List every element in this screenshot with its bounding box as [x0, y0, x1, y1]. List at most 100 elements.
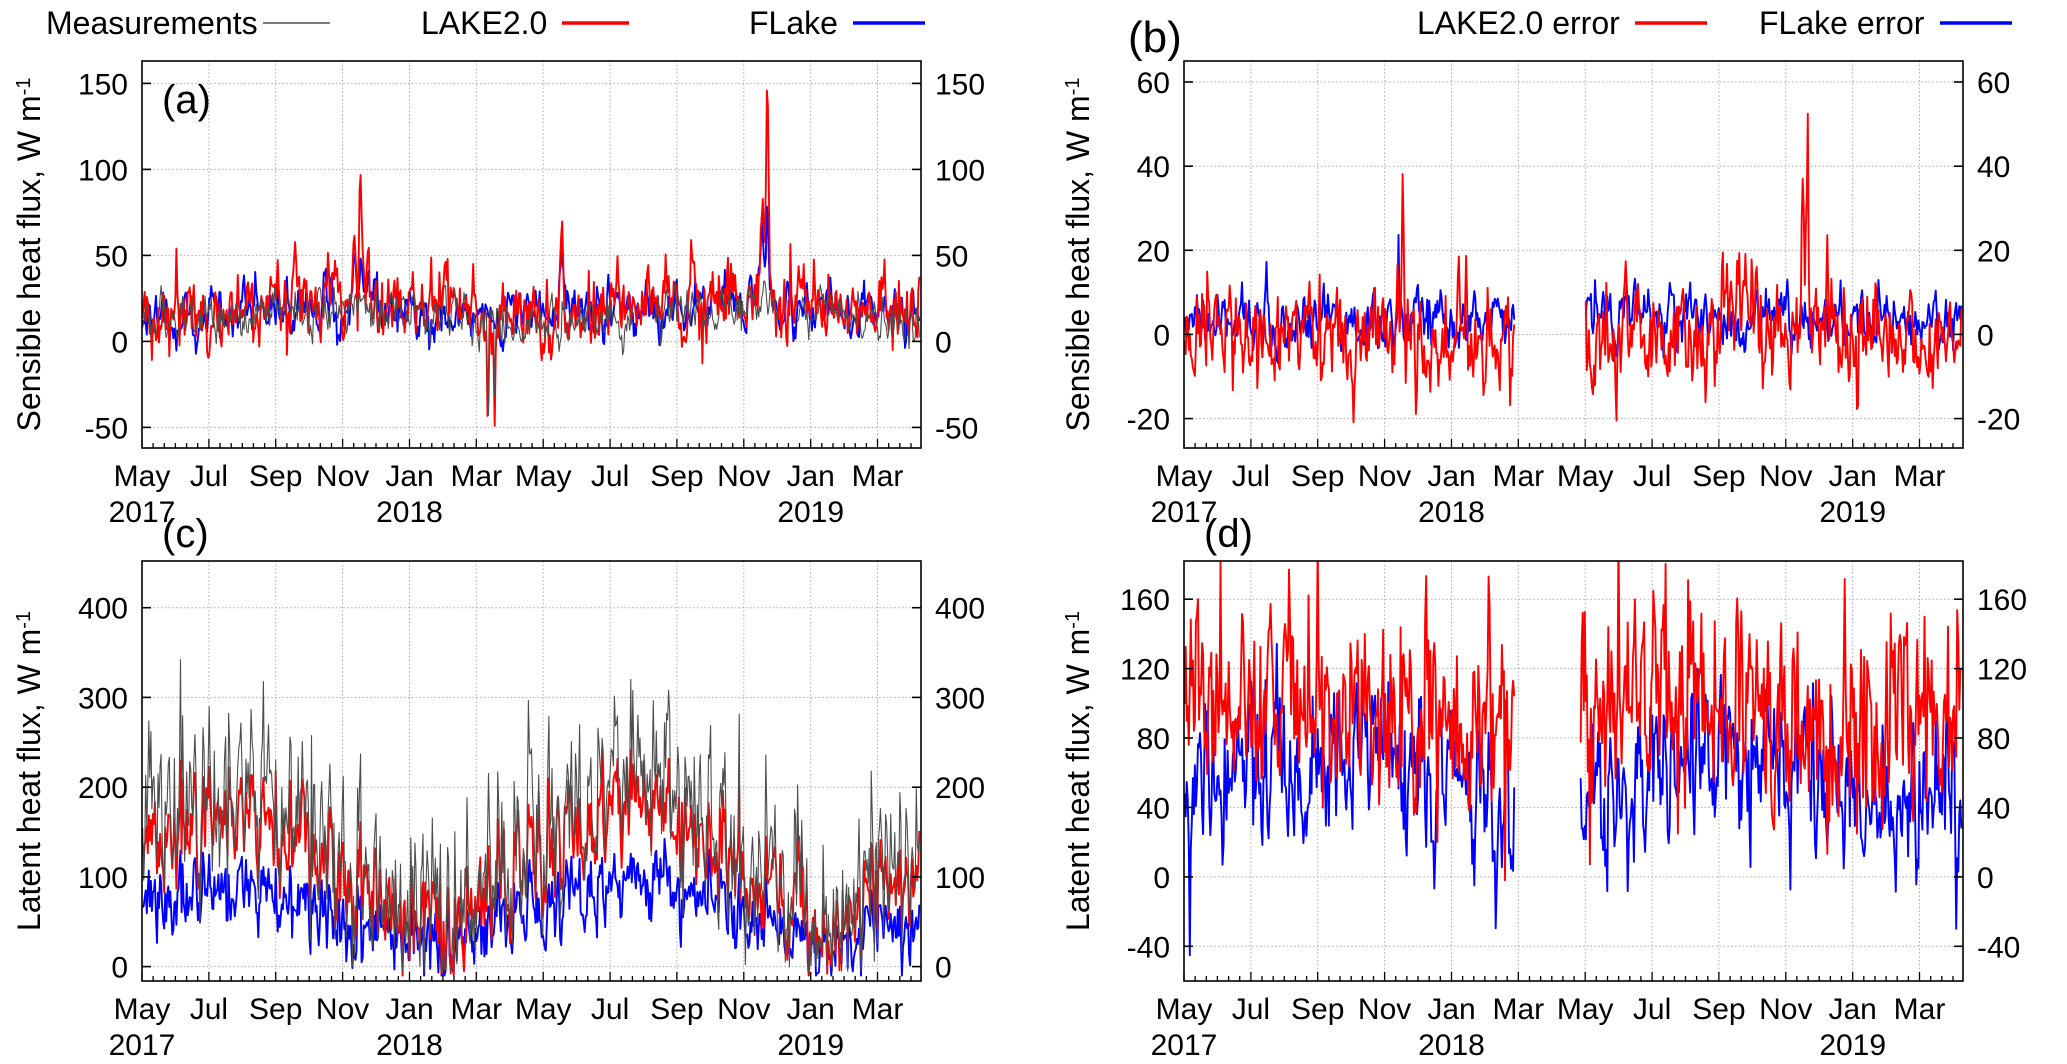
svg-text:-50: -50 — [935, 412, 978, 445]
svg-text:-20: -20 — [1977, 404, 2020, 437]
svg-text:Nov: Nov — [1358, 460, 1411, 493]
svg-text:2018: 2018 — [376, 1029, 443, 1062]
svg-text:40: 40 — [1977, 792, 2010, 825]
svg-text:80: 80 — [1137, 723, 1170, 756]
svg-text:20: 20 — [1977, 235, 2010, 268]
svg-text:0: 0 — [935, 952, 952, 985]
svg-text:Mar: Mar — [852, 993, 904, 1026]
svg-text:400: 400 — [78, 593, 128, 626]
svg-text:2018: 2018 — [1418, 1029, 1485, 1062]
svg-text:May: May — [1156, 460, 1213, 493]
svg-text:2019: 2019 — [777, 1029, 844, 1062]
svg-text:(d): (d) — [1204, 512, 1253, 556]
svg-text:Sep: Sep — [1291, 460, 1344, 493]
svg-text:Jul: Jul — [1232, 993, 1270, 1026]
svg-text:Jan: Jan — [1427, 993, 1475, 1026]
svg-text:Jul: Jul — [190, 993, 228, 1026]
svg-text:Jul: Jul — [1232, 460, 1270, 493]
svg-text:Jan: Jan — [1829, 460, 1877, 493]
svg-text:FLake: FLake — [749, 5, 838, 41]
svg-text:40: 40 — [1137, 792, 1170, 825]
svg-text:2017: 2017 — [109, 1029, 176, 1062]
svg-text:Sep: Sep — [1692, 460, 1745, 493]
svg-text:Jan: Jan — [385, 460, 433, 493]
svg-text:Sep: Sep — [650, 993, 703, 1026]
svg-text:200: 200 — [935, 772, 985, 805]
svg-text:-40: -40 — [1977, 931, 2020, 964]
svg-text:Nov: Nov — [717, 993, 770, 1026]
svg-text:Nov: Nov — [316, 460, 369, 493]
svg-text:-40: -40 — [1127, 931, 1170, 964]
svg-text:60: 60 — [1977, 67, 2010, 100]
svg-text:160: 160 — [1120, 584, 1170, 617]
svg-text:0: 0 — [111, 952, 128, 985]
svg-text:-50: -50 — [85, 412, 128, 445]
svg-text:Jul: Jul — [1633, 460, 1671, 493]
svg-text:300: 300 — [78, 682, 128, 715]
svg-text:LAKE2.0 error: LAKE2.0 error — [1417, 5, 1620, 41]
svg-text:Latent heat flux, W m-1: Latent heat flux, W m-1 — [1060, 611, 1096, 931]
svg-text:20: 20 — [1137, 235, 1170, 268]
svg-text:(b): (b) — [1128, 13, 1182, 62]
svg-text:May: May — [515, 460, 572, 493]
svg-text:Mar: Mar — [1894, 460, 1946, 493]
svg-text:0: 0 — [1977, 862, 1994, 895]
svg-text:2018: 2018 — [1418, 496, 1485, 529]
svg-text:Latent heat flux, W m-1: Latent heat flux, W m-1 — [11, 611, 47, 931]
svg-text:200: 200 — [78, 772, 128, 805]
svg-text:Jan: Jan — [1427, 460, 1475, 493]
svg-text:Mar: Mar — [1894, 993, 1946, 1026]
svg-text:100: 100 — [935, 862, 985, 895]
svg-text:(a): (a) — [162, 78, 211, 122]
svg-text:Sep: Sep — [1692, 993, 1745, 1026]
svg-text:Measurements: Measurements — [46, 5, 258, 41]
svg-text:0: 0 — [935, 326, 952, 359]
svg-text:100: 100 — [935, 154, 985, 187]
svg-text:May: May — [515, 993, 572, 1026]
svg-text:Jan: Jan — [385, 993, 433, 1026]
svg-text:50: 50 — [935, 240, 968, 273]
svg-text:50: 50 — [95, 240, 128, 273]
svg-text:Sensible heat flux, W m-1: Sensible heat flux, W m-1 — [11, 78, 47, 432]
svg-text:Sensible heat flux, W m-1: Sensible heat flux, W m-1 — [1060, 78, 1096, 432]
svg-text:-20: -20 — [1127, 404, 1170, 437]
svg-text:Nov: Nov — [316, 993, 369, 1026]
svg-text:May: May — [1156, 993, 1213, 1026]
svg-text:(c): (c) — [162, 512, 209, 556]
svg-text:2019: 2019 — [1819, 1029, 1886, 1062]
svg-text:Sep: Sep — [249, 460, 302, 493]
svg-text:100: 100 — [78, 154, 128, 187]
svg-text:100: 100 — [78, 862, 128, 895]
svg-text:2019: 2019 — [1819, 496, 1886, 529]
svg-text:Mar: Mar — [450, 993, 502, 1026]
svg-text:Sep: Sep — [249, 993, 302, 1026]
svg-text:May: May — [1557, 460, 1614, 493]
svg-text:Mar: Mar — [852, 460, 904, 493]
svg-text:0: 0 — [111, 326, 128, 359]
svg-text:2017: 2017 — [1151, 1029, 1218, 1062]
svg-text:80: 80 — [1977, 723, 2010, 756]
svg-text:120: 120 — [1977, 654, 2027, 687]
svg-text:300: 300 — [935, 682, 985, 715]
svg-text:May: May — [114, 460, 171, 493]
svg-text:Jan: Jan — [1829, 993, 1877, 1026]
svg-text:400: 400 — [935, 593, 985, 626]
svg-text:2018: 2018 — [376, 496, 443, 529]
svg-text:0: 0 — [1153, 319, 1170, 352]
svg-text:Nov: Nov — [1759, 993, 1812, 1026]
svg-text:May: May — [1557, 993, 1614, 1026]
svg-text:Sep: Sep — [1291, 993, 1344, 1026]
svg-text:Jul: Jul — [591, 460, 629, 493]
svg-text:0: 0 — [1977, 319, 1994, 352]
svg-text:Jul: Jul — [591, 993, 629, 1026]
svg-text:120: 120 — [1120, 654, 1170, 687]
svg-text:40: 40 — [1977, 151, 2010, 184]
svg-text:Mar: Mar — [450, 460, 502, 493]
svg-text:LAKE2.0: LAKE2.0 — [421, 5, 547, 41]
svg-text:Jan: Jan — [787, 993, 835, 1026]
svg-text:160: 160 — [1977, 584, 2027, 617]
svg-text:May: May — [114, 993, 171, 1026]
svg-text:Jul: Jul — [1633, 993, 1671, 1026]
svg-text:Nov: Nov — [1759, 460, 1812, 493]
svg-text:150: 150 — [935, 68, 985, 101]
